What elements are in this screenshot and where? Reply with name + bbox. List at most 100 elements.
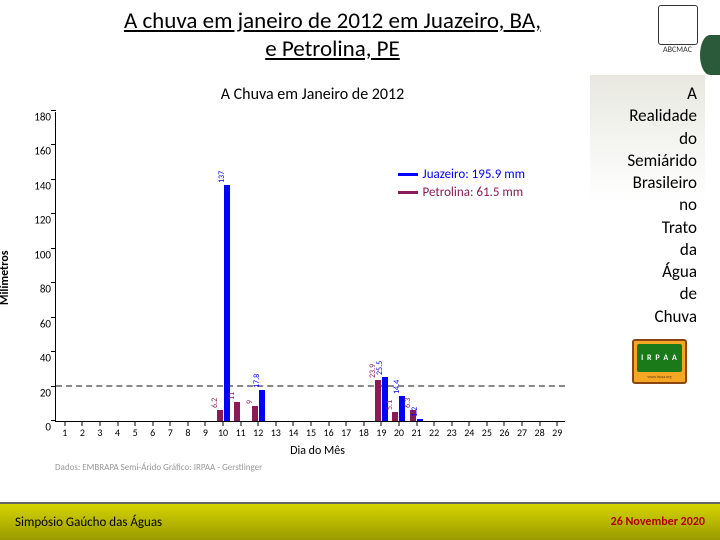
x-tick-label: 10	[218, 426, 228, 439]
x-tick-label: 16	[324, 426, 334, 439]
x-tick-mark	[82, 421, 83, 426]
x-tick-label: 17	[341, 426, 351, 439]
x-tick-label: 23	[447, 426, 457, 439]
bar-petrolina: 11	[234, 402, 240, 421]
x-tick-mark	[205, 421, 206, 426]
x-tick-mark	[539, 421, 540, 426]
legend-label-petrolina: Petrolina: 61.5 mm	[423, 185, 524, 200]
y-tick-mark	[51, 248, 56, 249]
x-tick-mark	[170, 421, 171, 426]
y-tick-label: 60	[26, 317, 51, 330]
bar-value-label: 14.4	[392, 380, 402, 394]
y-tick-mark	[51, 110, 56, 111]
x-tick-label: 4	[115, 426, 120, 439]
x-tick-label: 11	[236, 426, 246, 439]
y-tick-mark	[51, 144, 56, 145]
chart-plot-area: 0204060801001201401601801234567891011121…	[55, 112, 565, 422]
bar-value-label: 137	[217, 171, 227, 183]
x-tick-mark	[416, 421, 417, 426]
x-tick-label: 7	[168, 426, 173, 439]
y-axis-label: Milímetros	[0, 250, 12, 305]
footer-left: Simpósio Gaúcho das Águas	[15, 515, 162, 530]
slide-header: A chuva em janeiro de 2012 em Juazeiro, …	[0, 0, 720, 75]
decorative-leaf-icon	[700, 35, 720, 75]
x-tick-mark	[135, 421, 136, 426]
y-tick-mark	[51, 179, 56, 180]
bar-juazeiro: 17.8	[259, 390, 265, 421]
chart-container: A Chuva em Janeiro de 2012 Milímetros 02…	[0, 75, 590, 495]
y-tick-mark	[51, 317, 56, 318]
legend-juazeiro: Juazeiro: 195.9 mm	[398, 167, 525, 182]
x-tick-mark	[451, 421, 452, 426]
sidebar-line: da	[590, 239, 697, 260]
y-tick-label: 140	[26, 179, 51, 192]
irpaa-text: I R P A A	[637, 344, 682, 372]
x-tick-label: 22	[429, 426, 439, 439]
x-tick-label: 3	[97, 426, 102, 439]
sidebar-line: Chuva	[590, 306, 697, 327]
x-tick-label: 5	[133, 426, 138, 439]
y-tick-mark	[51, 420, 56, 421]
x-tick-label: 24	[464, 426, 474, 439]
y-tick-label: 40	[26, 352, 51, 365]
x-tick-mark	[363, 421, 364, 426]
abcmac-label: ABCMAC	[650, 45, 705, 55]
x-tick-mark	[346, 421, 347, 426]
x-tick-mark	[293, 421, 294, 426]
y-tick-label: 100	[26, 248, 51, 261]
bar-value-label: 9	[245, 399, 255, 403]
x-tick-label: 9	[203, 426, 208, 439]
x-tick-mark	[117, 421, 118, 426]
legend-label-juazeiro: Juazeiro: 195.9 mm	[423, 167, 525, 182]
x-tick-label: 13	[271, 426, 281, 439]
x-tick-mark	[434, 421, 435, 426]
x-tick-label: 8	[185, 426, 190, 439]
x-tick-label: 27	[517, 426, 527, 439]
bar-value-label: 25.5	[375, 361, 385, 375]
abcmac-icon	[658, 5, 698, 45]
x-tick-mark	[240, 421, 241, 426]
legend-petrolina: Petrolina: 61.5 mm	[398, 185, 525, 200]
bar-value-label: 5.1	[385, 400, 395, 410]
reference-line	[56, 385, 565, 387]
legend-swatch-petrolina	[398, 191, 418, 194]
sidebar-line: A	[590, 83, 697, 104]
sidebar-line: Brasileiro	[590, 172, 697, 193]
x-tick-label: 25	[482, 426, 492, 439]
title-line1: A chuva em janeiro de 2012 em Juazeiro, …	[124, 7, 541, 35]
irpaa-url: www.irpaa.org	[634, 375, 685, 380]
x-tick-label: 12	[253, 426, 263, 439]
slide-footer: Simpósio Gaúcho das Águas 26 November 20…	[0, 502, 720, 540]
sidebar-line: do	[590, 128, 697, 149]
chart-title: A Chuva em Janeiro de 2012	[45, 85, 580, 104]
x-tick-mark	[381, 421, 382, 426]
sidebar-line: Realidade	[590, 105, 697, 126]
x-tick-mark	[64, 421, 65, 426]
chart-legend: Juazeiro: 195.9 mm Petrolina: 61.5 mm	[398, 167, 525, 203]
bar-petrolina: 23.9	[375, 380, 381, 421]
x-tick-label: 2	[80, 426, 85, 439]
y-tick-mark	[51, 282, 56, 283]
x-tick-mark	[223, 421, 224, 426]
x-tick-mark	[398, 421, 399, 426]
x-axis-label: Dia do Mês	[55, 444, 580, 458]
sidebar-line: Água	[590, 261, 697, 282]
sidebar-line: Trato	[590, 217, 697, 238]
sidebar-text: ARealidadedoSemiáridoBrasileironoTratoda…	[590, 83, 697, 327]
x-tick-label: 15	[306, 426, 316, 439]
bar-juazeiro: 1.2	[417, 419, 423, 421]
x-tick-mark	[275, 421, 276, 426]
sidebar: ARealidadedoSemiáridoBrasileironoTratoda…	[590, 75, 705, 495]
x-tick-mark	[469, 421, 470, 426]
bar-value-label: 17.8	[252, 374, 262, 388]
bar-value-label: 1.2	[410, 407, 420, 417]
main-content: A Chuva em Janeiro de 2012 Milímetros 02…	[0, 75, 720, 495]
x-tick-mark	[258, 421, 259, 426]
y-tick-label: 80	[26, 283, 51, 296]
bar-value-label: 6.2	[210, 398, 220, 408]
x-tick-mark	[486, 421, 487, 426]
irpaa-logo: I R P A A www.irpaa.org	[590, 339, 697, 390]
title-line2: e Petrolina, PE	[265, 35, 400, 63]
x-tick-label: 29	[552, 426, 562, 439]
x-tick-label: 28	[535, 426, 545, 439]
